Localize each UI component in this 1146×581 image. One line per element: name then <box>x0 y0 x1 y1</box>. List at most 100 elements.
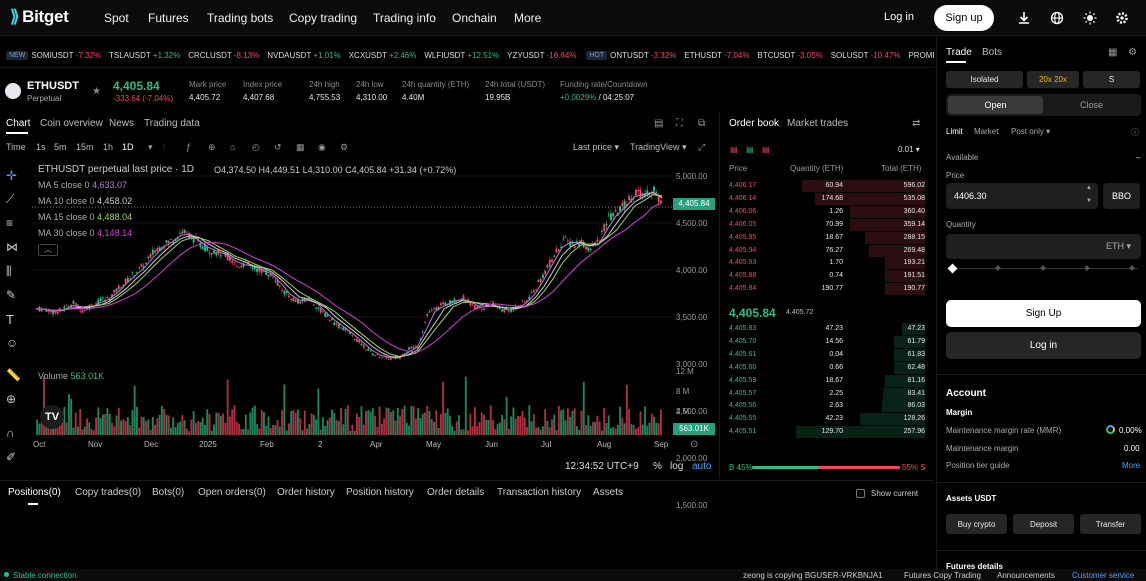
bid-row[interactable]: 4,405.59 18.67 81.16 <box>729 374 925 387</box>
ticker-item[interactable]: YZYUSDT -16.64% <box>507 51 577 60</box>
theme-sun-icon[interactable] <box>1083 11 1097 25</box>
camera-icon[interactable]: ⌂ <box>230 142 236 152</box>
margin-mode-button[interactable]: Isolated <box>946 71 1023 88</box>
globe-icon[interactable] <box>1050 11 1064 25</box>
precision-select[interactable]: 0.01 ▾ <box>898 145 920 154</box>
settings-gear-icon[interactable] <box>1115 11 1129 25</box>
magnet-icon[interactable]: ∩ <box>6 426 15 440</box>
signup-button[interactable]: Sign up <box>934 5 994 31</box>
ask-row[interactable]: 4,405.94 76.27 269.48 <box>729 244 925 257</box>
tradingview-logo[interactable]: TV <box>40 405 64 429</box>
tab-position-history[interactable]: Position history <box>346 487 414 498</box>
status-customer-service[interactable]: Customer service <box>1072 571 1135 580</box>
candle-type-icon[interactable]: ⫶ <box>163 142 166 152</box>
ask-row[interactable]: 4,406.06 1.26 360.40 <box>729 205 925 218</box>
size-mode-button[interactable]: S <box>1083 71 1140 88</box>
chart-settings-icon[interactable]: ▤ <box>654 118 664 129</box>
price-down-icon[interactable]: ▼ <box>1086 198 1092 204</box>
orderbook-swap-icon[interactable]: ⇄ <box>912 118 921 129</box>
bid-row[interactable]: 4,405.61 0.04 61.83 <box>729 348 925 361</box>
crosshair-icon[interactable]: ✛ <box>6 168 17 183</box>
layout-icon[interactable]: ▦ <box>296 142 305 152</box>
ticker-item[interactable]: CRCLUSDT -8.13% <box>188 51 260 60</box>
quantity-unit-select[interactable]: ETH ▾ <box>1105 241 1131 251</box>
deposit-button[interactable]: Deposit <box>1013 514 1074 534</box>
ticker-hot-item[interactable]: PROMPTUSDT -1 <box>908 51 934 60</box>
chart-gear-icon[interactable]: ⚙ <box>340 142 349 152</box>
nav-futures[interactable]: Futures <box>148 11 189 25</box>
nav-copy-trading[interactable]: Copy trading <box>289 11 358 25</box>
bid-row[interactable]: 4,405.57 2.25 83.41 <box>729 387 925 400</box>
order-type-limit[interactable]: Limit <box>946 127 963 136</box>
order-type-post-only[interactable]: Post only ▾ <box>1011 127 1051 136</box>
show-current-checkbox[interactable] <box>856 489 865 498</box>
ticker-item[interactable]: NVDAUSDT +1.01% <box>267 51 341 60</box>
ask-row[interactable]: 4,406.14 174.68 535.08 <box>729 192 925 205</box>
book-asks-view-icon[interactable]: ▤ <box>762 145 770 154</box>
record-icon[interactable]: ◉ <box>318 142 326 152</box>
tab-chart[interactable]: Chart <box>6 118 31 129</box>
tab-bots[interactable]: Bots(0) <box>152 487 185 498</box>
fullscreen-icon[interactable]: ⛶ <box>676 118 683 129</box>
brush-icon[interactable]: ✎ <box>6 288 17 302</box>
ma-legend-item[interactable]: MA 30 close 0 4,148.14 <box>38 228 133 238</box>
order-type-market[interactable]: Market <box>974 127 999 136</box>
tab-copy-trades[interactable]: Copy trades(0) <box>75 487 142 498</box>
tab-order-history[interactable]: Order history <box>277 487 335 498</box>
text-tool-icon[interactable]: T <box>6 312 14 327</box>
tab-trade[interactable]: Trade <box>946 47 972 58</box>
nav-onchain[interactable]: Onchain <box>452 11 497 25</box>
interval-5m[interactable]: 5m <box>54 142 67 152</box>
tab-trading-data[interactable]: Trading data <box>144 118 200 129</box>
book-bids-view-icon[interactable]: ▤ <box>746 145 754 154</box>
transfer-button[interactable]: Transfer <box>1080 514 1141 534</box>
price-mode-select[interactable]: Last price ▾ <box>573 142 620 152</box>
ask-row[interactable]: 4,405.84 190.77 190.77 <box>729 283 925 296</box>
ticker-hot-item[interactable]: BTCUSDT -3.05% <box>757 51 823 60</box>
ask-row[interactable]: 4,406.17 60.94 596.02 <box>729 180 925 192</box>
ask-row[interactable]: 4,406.05 70.99 359.14 <box>729 218 925 231</box>
leverage-button[interactable]: 20x 20x <box>1027 71 1079 88</box>
tab-assets[interactable]: Assets <box>593 487 624 498</box>
lock-icon[interactable]: ✐ <box>6 450 17 464</box>
open-button[interactable]: Open <box>948 96 1043 114</box>
nav-trading-bots[interactable]: Trading bots <box>207 11 274 25</box>
bid-row[interactable]: 4,405.55 42.23 128.26 <box>729 413 925 426</box>
price-up-icon[interactable]: ▲ <box>1086 185 1092 191</box>
interval-dropdown-icon[interactable]: ▾ <box>148 142 153 152</box>
ticker-item[interactable]: XCXUSDT +2.46% <box>348 51 417 60</box>
expand-icon[interactable]: ⤢ <box>698 142 706 152</box>
auto-toggle[interactable]: auto <box>692 461 712 472</box>
tab-order-book[interactable]: Order book <box>729 118 780 129</box>
buy-crypto-button[interactable]: Buy crypto <box>946 514 1007 534</box>
tab-positions[interactable]: Positions(0) <box>8 487 61 498</box>
horizontal-lines-icon[interactable]: ≡ <box>6 216 14 230</box>
zoom-in-icon[interactable]: ⊕ <box>6 392 17 406</box>
price-chart[interactable] <box>32 160 672 460</box>
ma-legend-item[interactable]: MA 5 close 0 4,633.07 <box>38 180 128 190</box>
compare-icon[interactable]: ⊕ <box>208 142 216 152</box>
nav-more[interactable]: More <box>514 11 542 25</box>
price-input[interactable]: 4406.30 ▲ ▼ <box>946 183 1098 209</box>
tier-guide-more-link[interactable]: More <box>1122 461 1141 470</box>
info-icon[interactable]: ⓘ <box>1131 128 1139 137</box>
interval-1h[interactable]: 1h <box>103 142 114 152</box>
ticker-hot-item[interactable]: SOLUSDT -10.47% <box>830 51 901 60</box>
tab-order-details[interactable]: Order details <box>427 487 485 498</box>
interval-time[interactable]: Time <box>6 142 26 152</box>
tab-transaction-history[interactable]: Transaction history <box>497 487 582 498</box>
interval-15m[interactable]: 15m <box>76 142 94 152</box>
ticker-item[interactable]: WLFIUSDT +12.51% <box>424 51 500 60</box>
ma-legend-item[interactable]: MA 10 close 0 4,458.02 <box>38 196 133 206</box>
nav-trading-info[interactable]: Trading info <box>373 11 436 25</box>
bid-row[interactable]: 4,405.83 47.23 47.23 <box>729 323 925 335</box>
quantity-input[interactable]: ETH ▾ <box>946 234 1141 259</box>
bid-row[interactable]: 4,405.56 2.63 86.03 <box>729 400 925 413</box>
panel-signup-button[interactable]: Sign Up <box>946 300 1141 327</box>
ruler-icon[interactable]: 📏 <box>6 368 21 382</box>
ticker-hot-item[interactable]: ETHUSDT -7.04% <box>684 51 750 60</box>
book-both-view-icon[interactable]: ▤ <box>730 145 738 154</box>
interval-1d[interactable]: 1D <box>122 142 134 152</box>
collapse-legend-button[interactable]: ︿ <box>38 244 58 256</box>
ma-legend-item[interactable]: MA 15 close 0 4,488.04 <box>38 212 133 222</box>
